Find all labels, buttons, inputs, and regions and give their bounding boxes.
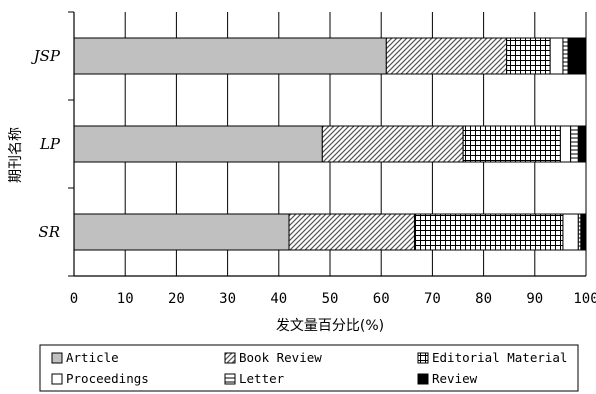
x-tick-label: 10 [117, 291, 134, 307]
x-tick-label: 0 [70, 291, 78, 307]
bar-segment [562, 213, 579, 251]
legend-swatch [51, 373, 63, 385]
legend-swatch [51, 352, 63, 364]
legend-label: Letter [239, 371, 285, 386]
bar-segment [288, 213, 415, 251]
y-axis-title: 期刊名称 [8, 127, 24, 183]
category-label: SR [38, 223, 60, 241]
x-tick-label: 40 [270, 291, 287, 307]
x-tick-label: 70 [424, 291, 441, 307]
x-tick-label: 20 [168, 291, 185, 307]
legend-swatch [224, 373, 236, 385]
legend-label: Article [66, 350, 119, 365]
legend: Article Book Review Editorial Material Proc… [39, 344, 579, 392]
x-tick-labels: 0 10 20 30 40 50 60 70 80 90 100 [70, 291, 596, 307]
legend-swatch [224, 352, 236, 364]
bar-segment [562, 37, 569, 75]
bar-segment [73, 37, 387, 75]
legend-label: Editorial Material [432, 350, 567, 365]
legend-label: Book Review [239, 350, 322, 365]
x-tick-label: 50 [322, 291, 339, 307]
bar-segment [73, 213, 290, 251]
bars [73, 37, 587, 251]
bar-segment [567, 37, 587, 75]
bar-segment [413, 213, 564, 251]
bar-segment [321, 125, 464, 163]
x-tick-label: 60 [373, 291, 390, 307]
x-axis-title: 发文量百分比(%) [276, 318, 384, 334]
bar-segment [506, 37, 551, 75]
bar-segment [385, 37, 508, 75]
category-label: LP [39, 135, 61, 153]
legend-swatch [417, 352, 429, 364]
y-category-labels: JSP LP SR [31, 47, 61, 241]
legend-label: Review [432, 371, 478, 386]
bar-segment [577, 125, 587, 163]
bar-segment [570, 125, 579, 163]
x-tick-label: 30 [219, 291, 236, 307]
bar-segment [462, 125, 561, 163]
x-tick-label: 100 [573, 291, 596, 307]
bar-segment [549, 37, 564, 75]
legend-label: Proceedings [66, 371, 149, 386]
legend-box [39, 344, 579, 392]
category-label: JSP [31, 47, 61, 65]
x-tick-label: 90 [526, 291, 543, 307]
axes [68, 11, 586, 277]
legend-swatch [417, 373, 429, 385]
bar-segment [559, 125, 572, 163]
bar-segment [73, 125, 323, 163]
bar-segment [580, 213, 587, 251]
x-tick-label: 80 [475, 291, 492, 307]
